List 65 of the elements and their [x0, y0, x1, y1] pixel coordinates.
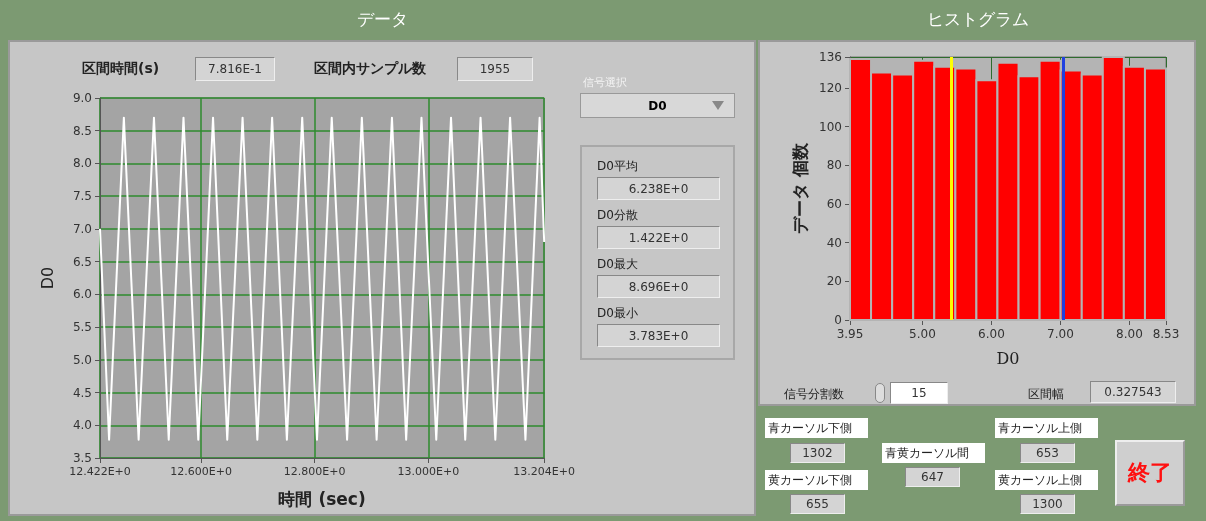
y-tick-label: 0: [834, 313, 842, 327]
y-tick-label: 7.5: [72, 189, 92, 204]
y-tick-label: 6.0: [72, 287, 92, 302]
y-tick-label: 8.5: [72, 123, 92, 138]
y-tick-label: 100: [819, 119, 842, 134]
x-tick-label: 13.000E+0: [397, 465, 460, 478]
x-tick-label: 13.204E+0: [513, 465, 575, 478]
y-tick-label: 5.5: [72, 320, 92, 335]
text: 8.696E+0: [597, 275, 720, 298]
x-axis-title: 時間 (sec): [278, 488, 366, 509]
text: 区間時間(s): [82, 59, 161, 78]
x-tick-label: 8.53: [1152, 327, 1180, 341]
x-tick-label: 3.95: [836, 327, 864, 341]
y-axis-title: D0: [37, 266, 57, 290]
x-tick-label: 5.00: [909, 327, 936, 341]
text: 区間幅: [1028, 385, 1065, 403]
text: 655: [790, 494, 845, 514]
text: 1300: [1020, 494, 1075, 514]
text: 区間内サンプル数: [314, 59, 427, 78]
y-tick-label: 9.0: [72, 91, 92, 105]
x-axis-title: D0: [996, 348, 1020, 368]
text: D0最小: [597, 304, 639, 322]
text: 15: [890, 382, 948, 404]
text: 3.783E+0: [597, 324, 720, 347]
x-tick-label: 12.600E+0: [170, 465, 232, 478]
chart-title: ヒストグラム: [926, 7, 1030, 31]
y-tick-label: 7.0: [72, 221, 92, 236]
x-tick-label: 8.00: [1116, 327, 1143, 341]
text: 0.327543: [1090, 381, 1176, 403]
text: 653: [1020, 443, 1075, 463]
y-tick-label: 20: [826, 274, 842, 289]
text: 6.238E+0: [597, 177, 720, 200]
text: 647: [905, 467, 960, 487]
y-tick-label: 4.0: [72, 418, 92, 433]
y-tick-label: 136: [819, 50, 842, 64]
x-tick-label: 7.00: [1047, 327, 1074, 341]
y-tick-label: 120: [819, 80, 842, 95]
y-tick-label: 5.0: [72, 352, 92, 367]
text: 信号分割数: [784, 385, 845, 403]
text: D0最大: [597, 255, 639, 273]
text: 青黄カーソル間: [882, 443, 985, 463]
y-tick-label: 3.5: [72, 451, 92, 465]
y-tick-label: 60: [826, 196, 842, 211]
text: D0平均: [597, 157, 639, 175]
y-tick-label: 80: [826, 158, 842, 173]
text: 青カーソル下側: [765, 418, 868, 438]
x-tick-label: 6.00: [978, 327, 1005, 341]
text: 黄カーソル上側: [995, 470, 1098, 490]
y-tick-label: 8.0: [72, 156, 92, 171]
chart-title: データ: [355, 7, 409, 31]
text: D0分散: [597, 206, 639, 224]
text: 1.422E+0: [597, 226, 720, 249]
text: 7.816E-1: [195, 57, 275, 81]
text: 黄カーソル下側: [765, 470, 868, 490]
text: 終了: [1115, 440, 1185, 506]
y-axis-title: データ 個数: [789, 142, 810, 234]
text: 1955: [457, 57, 533, 81]
x-tick-label: 12.800E+0: [283, 465, 346, 478]
y-tick-label: 4.5: [72, 385, 92, 400]
x-tick-label: 12.422E+0: [69, 465, 131, 478]
y-tick-label: 40: [826, 235, 842, 250]
text: 1302: [790, 443, 845, 463]
text: 青カーソル上側: [995, 418, 1098, 438]
y-tick-label: 6.5: [72, 254, 92, 269]
text: D0: [580, 93, 735, 118]
